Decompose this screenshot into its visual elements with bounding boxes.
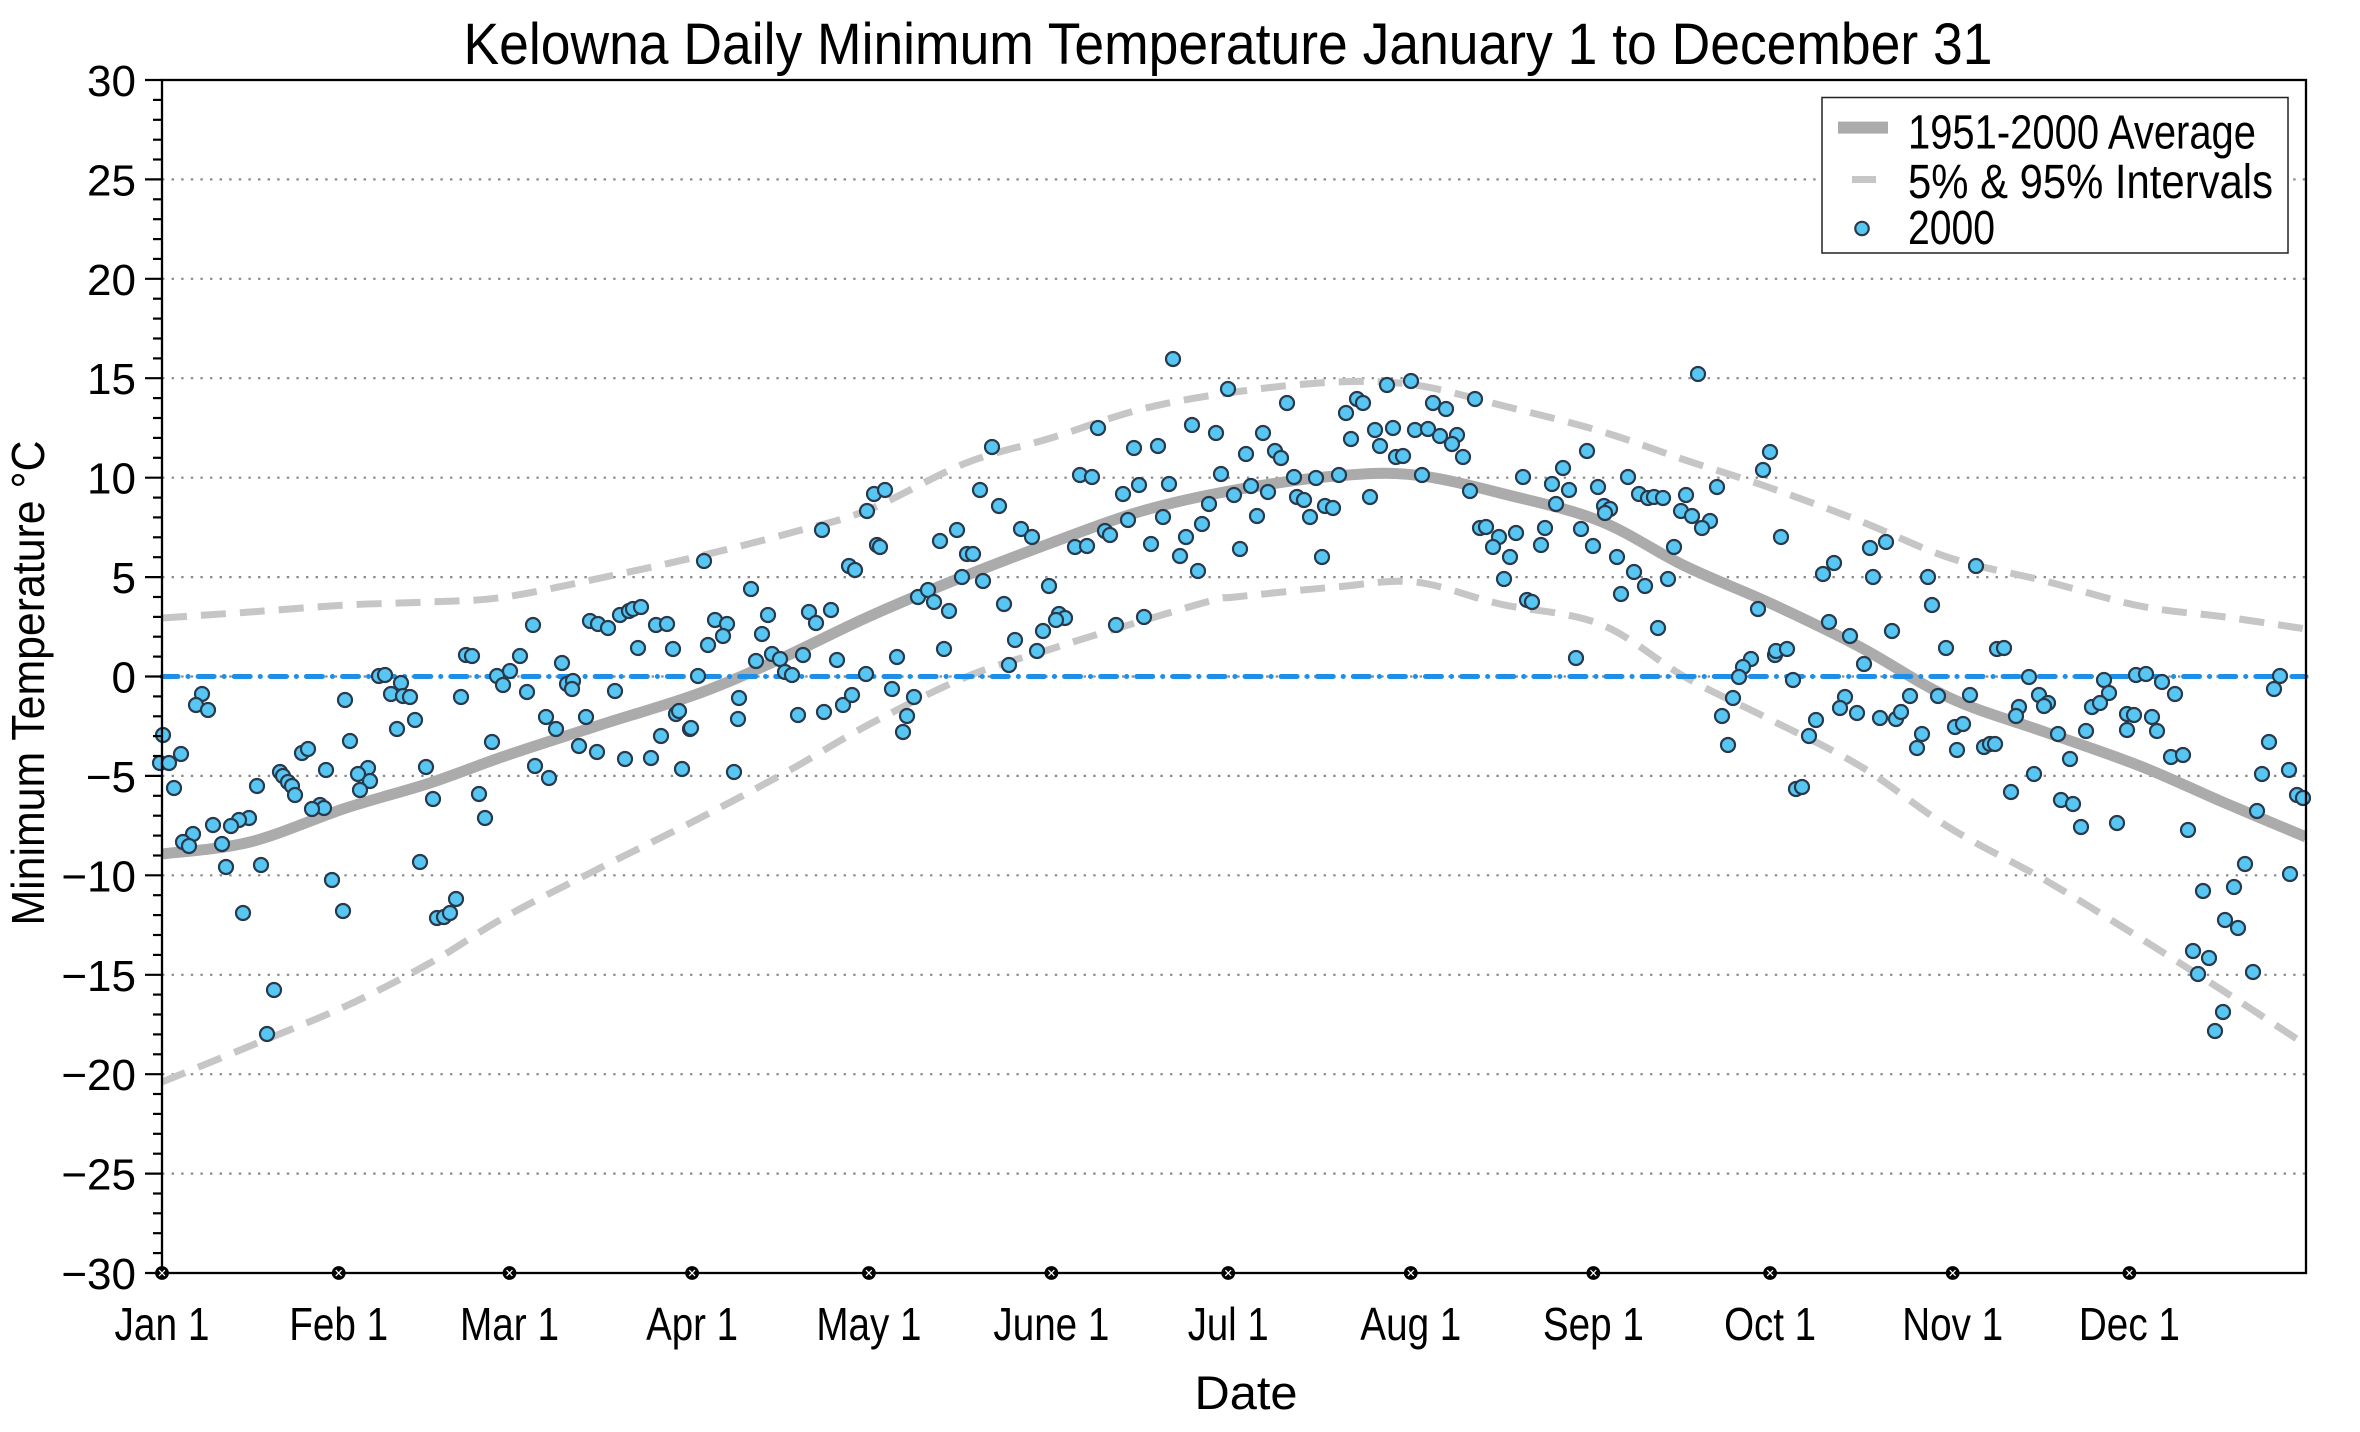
svg-text:Oct 1: Oct 1 bbox=[1724, 1298, 1816, 1350]
svg-text:Mar 1: Mar 1 bbox=[460, 1298, 559, 1350]
svg-text:−25: −25 bbox=[61, 1151, 136, 1200]
svg-text:Kelowna Daily Minimum Temperat: Kelowna Daily Minimum Temperature Januar… bbox=[464, 12, 1993, 77]
svg-text:2000: 2000 bbox=[1908, 202, 1995, 255]
svg-text:Nov 1: Nov 1 bbox=[1902, 1298, 2003, 1350]
svg-text:−20: −20 bbox=[61, 1051, 136, 1100]
svg-text:−10: −10 bbox=[61, 852, 136, 901]
svg-text:5: 5 bbox=[112, 554, 136, 603]
svg-text:Apr 1: Apr 1 bbox=[646, 1298, 738, 1350]
svg-text:1951-2000 Average: 1951-2000 Average bbox=[1908, 107, 2256, 160]
svg-text:Jan 1: Jan 1 bbox=[115, 1298, 210, 1350]
svg-text:−15: −15 bbox=[61, 952, 136, 1001]
svg-text:Date: Date bbox=[1195, 1366, 1298, 1419]
svg-text:Feb 1: Feb 1 bbox=[289, 1298, 388, 1350]
svg-text:5% & 95% Intervals: 5% & 95% Intervals bbox=[1908, 156, 2273, 209]
svg-text:Sep 1: Sep 1 bbox=[1543, 1298, 1644, 1350]
svg-text:15: 15 bbox=[87, 355, 136, 404]
svg-text:Minimum Temperature °C: Minimum Temperature °C bbox=[2, 441, 54, 926]
svg-text:25: 25 bbox=[87, 156, 136, 205]
svg-text:June 1: June 1 bbox=[993, 1298, 1109, 1350]
svg-text:10: 10 bbox=[87, 455, 136, 504]
svg-text:Aug 1: Aug 1 bbox=[1360, 1298, 1461, 1350]
svg-text:0: 0 bbox=[112, 654, 136, 703]
svg-text:−5: −5 bbox=[86, 753, 136, 802]
svg-text:−30: −30 bbox=[61, 1250, 136, 1299]
svg-text:Dec 1: Dec 1 bbox=[2079, 1298, 2180, 1350]
svg-text:Jul 1: Jul 1 bbox=[1188, 1298, 1269, 1350]
svg-text:May 1: May 1 bbox=[816, 1298, 921, 1350]
svg-text:30: 30 bbox=[87, 57, 136, 106]
svg-text:20: 20 bbox=[87, 256, 136, 305]
